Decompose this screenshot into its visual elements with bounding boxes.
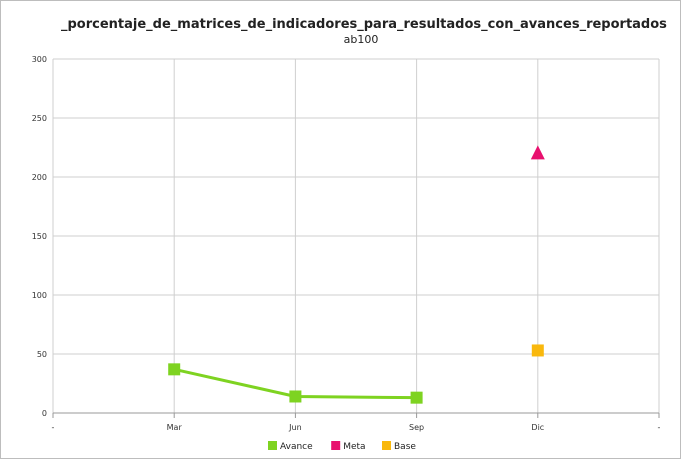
x-tick-label: Dic xyxy=(531,423,544,432)
legend-swatch-meta xyxy=(331,441,341,450)
x-tick-label: Sep xyxy=(409,423,424,432)
y-tick-label: 250 xyxy=(32,114,47,123)
x-tick-label: Jun xyxy=(288,423,302,432)
legend-swatch-avance xyxy=(268,441,277,450)
x-tick-label: - xyxy=(658,423,661,432)
y-tick-label: 150 xyxy=(32,232,47,241)
legend-label-base: Base xyxy=(394,442,416,452)
x-tick-label: - xyxy=(52,423,55,432)
point-meta xyxy=(530,145,545,160)
point-avance xyxy=(410,391,423,404)
chart-title: _porcentaje_de_matrices_de_indicadores_p… xyxy=(61,17,667,32)
y-tick-label: 50 xyxy=(37,350,47,359)
point-avance xyxy=(168,363,181,376)
chart-subtitle: ab100 xyxy=(343,33,379,46)
legend: Avance Meta Base xyxy=(268,441,416,452)
y-tick-label: 300 xyxy=(32,55,47,64)
legend-label-meta: Meta xyxy=(343,442,365,452)
grid-lines xyxy=(52,58,660,414)
axes: 0 50 100 150 200 250 300 - Mar Jun Sep Dic - xyxy=(32,55,661,432)
point-base xyxy=(531,344,544,357)
y-tick-label: 200 xyxy=(32,173,47,182)
point-avance xyxy=(289,390,302,403)
series-layer xyxy=(168,145,545,404)
x-tick-label: Mar xyxy=(167,423,183,432)
y-tick-label: 100 xyxy=(32,291,47,300)
y-tick-label: 0 xyxy=(42,409,47,418)
legend-swatch-base xyxy=(382,441,391,450)
legend-label-avance: Avance xyxy=(280,442,313,452)
